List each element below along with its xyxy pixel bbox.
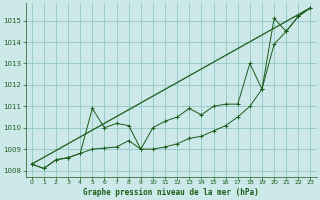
- X-axis label: Graphe pression niveau de la mer (hPa): Graphe pression niveau de la mer (hPa): [83, 188, 259, 197]
